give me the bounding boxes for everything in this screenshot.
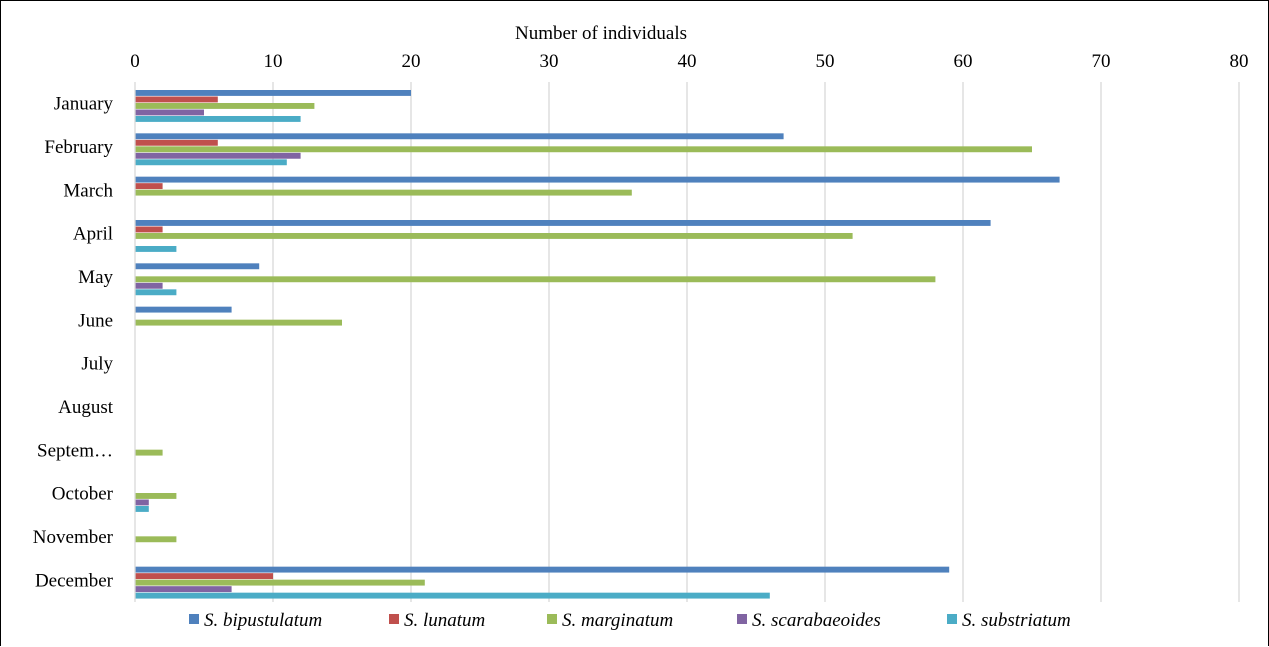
- bar: [135, 592, 770, 599]
- bar: [135, 536, 177, 543]
- bar: [135, 220, 991, 226]
- legend-swatch: [737, 614, 747, 624]
- bar: [135, 306, 232, 313]
- gridlines: [272, 82, 1240, 602]
- category-label: December: [35, 570, 114, 591]
- bar: [135, 449, 163, 456]
- bar: [135, 566, 950, 573]
- bar: [135, 146, 1032, 153]
- y-tick-labels: January February March April May June July Augu…: [33, 94, 114, 592]
- x-tick-label: 30: [540, 51, 559, 72]
- bar: [135, 579, 425, 586]
- x-tick-label: 60: [954, 51, 973, 72]
- bar: [135, 499, 149, 506]
- category-label: January: [54, 94, 114, 115]
- x-tick-label: 20: [402, 51, 421, 72]
- bar: [135, 289, 177, 296]
- bar: [135, 139, 218, 146]
- x-tick-label: 0: [130, 51, 140, 72]
- bar: [135, 246, 177, 252]
- legend-swatch: [547, 614, 557, 624]
- legend-label: S. bipustulatum: [204, 610, 322, 631]
- bar: [135, 116, 301, 122]
- bars: [135, 90, 1060, 599]
- bar: [135, 276, 936, 283]
- bar: [135, 152, 301, 159]
- category-label: July: [81, 354, 113, 375]
- bar: [135, 233, 853, 239]
- bar: [135, 109, 204, 116]
- bar: [135, 506, 149, 512]
- x-tick-label: 40: [678, 51, 697, 72]
- x-tick-label: 10: [264, 51, 283, 72]
- category-label: August: [58, 397, 114, 418]
- category-label: June: [78, 310, 113, 331]
- legend-label: S. marginatum: [562, 610, 673, 631]
- category-label: April: [73, 224, 113, 245]
- x-tick-label: 50: [816, 51, 835, 72]
- bar: [135, 96, 218, 103]
- legend: S. bipustulatum S. lunatum S. marginatum S.…: [189, 610, 1071, 631]
- category-label: October: [52, 484, 114, 505]
- x-tick-labels: 0 10 20 30 40 50 60 70 80: [130, 51, 1248, 72]
- legend-label: S. scarabaeoides: [752, 610, 881, 631]
- bar: [135, 176, 1060, 183]
- category-label: November: [33, 527, 114, 548]
- bar: [135, 586, 232, 593]
- category-label: May: [78, 267, 113, 288]
- bar: [135, 573, 273, 580]
- bar: [135, 282, 163, 289]
- legend-swatch: [947, 614, 957, 624]
- x-tick-label: 80: [1230, 51, 1249, 72]
- bar: [135, 263, 260, 270]
- bar: [135, 189, 632, 196]
- bar: [135, 133, 784, 140]
- bar: [135, 183, 163, 190]
- bar: [135, 159, 287, 166]
- category-label: February: [44, 137, 113, 158]
- legend-swatch: [189, 614, 199, 624]
- bar: [135, 226, 163, 233]
- x-axis-title: Number of individuals: [515, 23, 687, 44]
- bar: [135, 103, 315, 109]
- bar: [135, 319, 342, 326]
- x-tick-label: 70: [1092, 51, 1111, 72]
- legend-label: S. lunatum: [404, 610, 485, 631]
- bar: [135, 493, 177, 499]
- legend-swatch: [389, 614, 399, 624]
- legend-label: S. substriatum: [962, 610, 1071, 631]
- category-label: March: [63, 180, 113, 201]
- bar: [135, 90, 411, 96]
- category-label: Septem…: [37, 440, 113, 461]
